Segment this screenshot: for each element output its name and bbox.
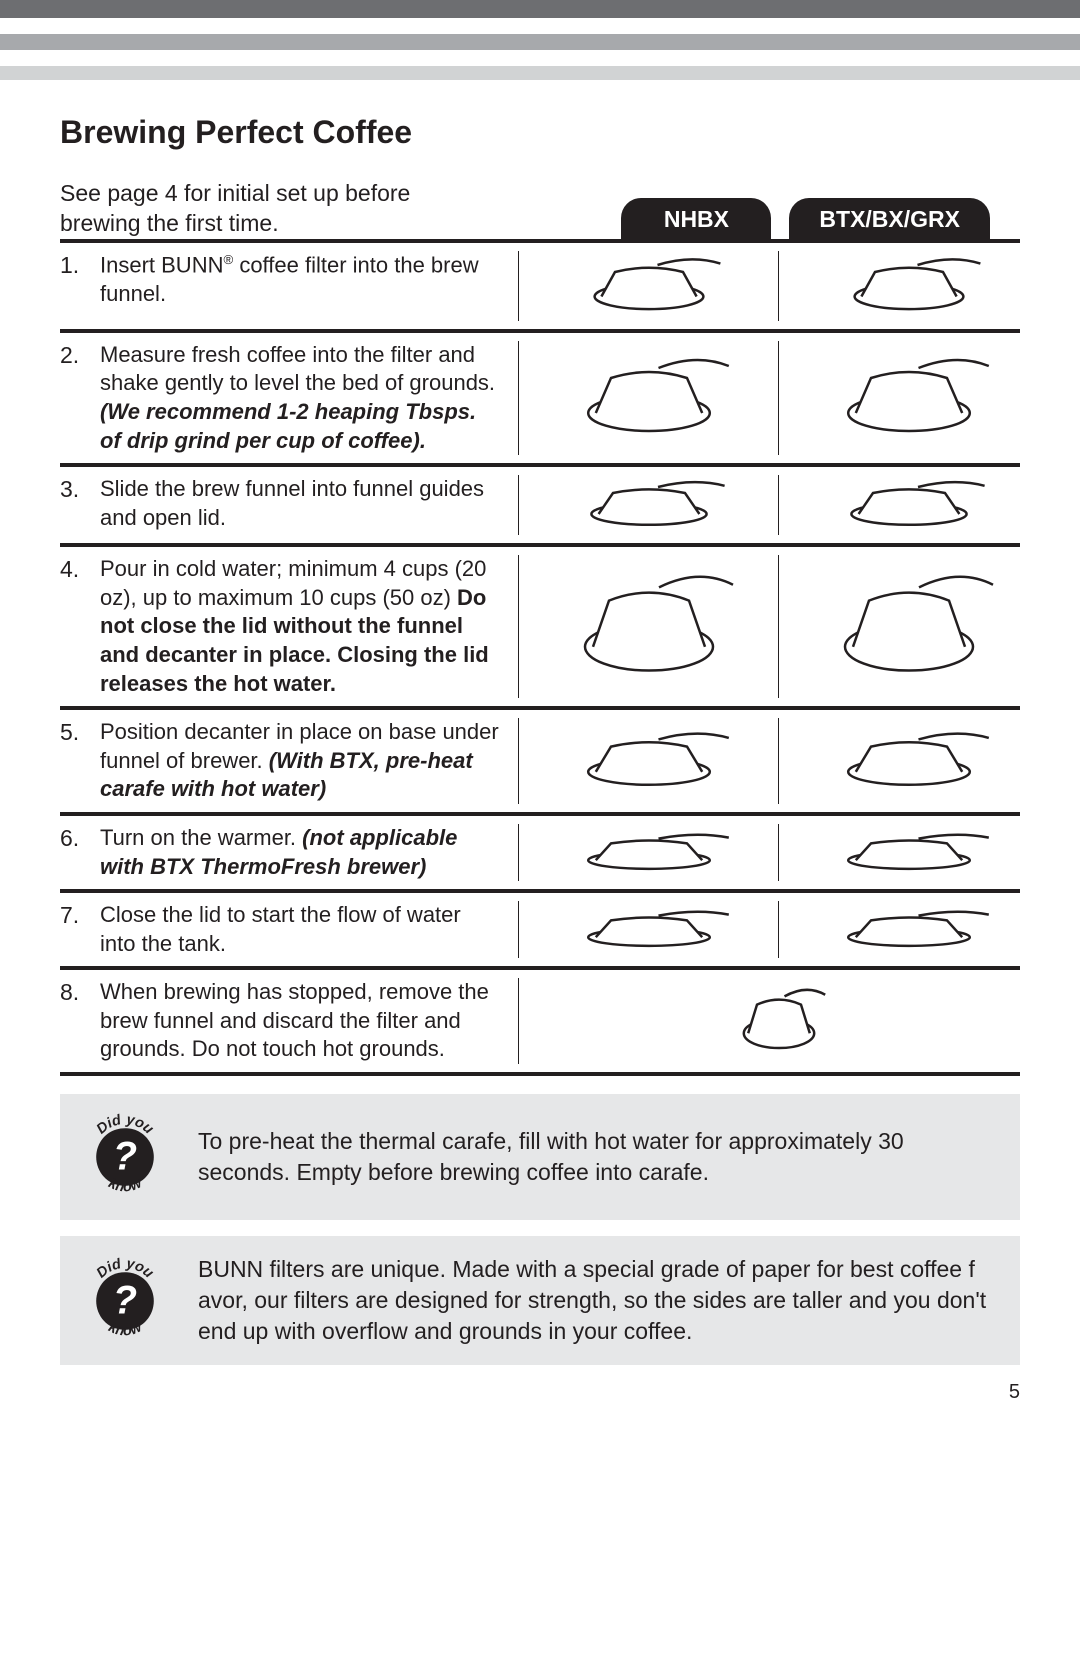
step-2: 2.Measure fresh coffee into the filter a… <box>60 333 1020 463</box>
tip-2: ? Did you know BUNN filters are unique. … <box>60 1236 1020 1365</box>
step-8: 8.When brewing has stopped, remove the b… <box>60 970 1020 1072</box>
tab-btx: BTX/BX/GRX <box>789 198 990 239</box>
step-number: 8. <box>60 978 100 1064</box>
step-text: When brewing has stopped, remove the bre… <box>100 978 500 1064</box>
step-number: 2. <box>60 341 100 455</box>
intro-row: See page 4 for initial set up before bre… <box>60 179 1020 239</box>
illustration-btx <box>797 341 1020 455</box>
illustration-btx <box>797 718 1020 804</box>
step-number: 4. <box>60 555 100 698</box>
step-6: 6.Turn on the warmer. (not applicable wi… <box>60 816 1020 889</box>
steps-list: 1.Insert BUNN® coffee filter into the br… <box>60 243 1020 1076</box>
page-title: Brewing Perfect Coffee <box>60 114 1020 151</box>
page-number: 5 <box>60 1381 1020 1404</box>
model-tabs: NHBX BTX/BX/GRX <box>480 198 1020 239</box>
step-number: 7. <box>60 901 100 958</box>
illustration-nhbx <box>537 251 760 321</box>
illustration-btx <box>797 901 1020 958</box>
tip-2-text: BUNN filters are unique. Made with a spe… <box>198 1254 1000 1347</box>
step-text: Turn on the warmer. (not applicable with… <box>100 824 500 881</box>
step-text: Close the lid to start the flow of water… <box>100 901 500 958</box>
page-content: Brewing Perfect Coffee See page 4 for in… <box>0 80 1080 1424</box>
illustration-btx <box>797 251 1020 321</box>
step-3: 3.Slide the brew funnel into funnel guid… <box>60 467 1020 543</box>
illustration <box>537 978 1020 1064</box>
intro-text: See page 4 for initial set up before bre… <box>60 179 480 239</box>
did-you-know-icon: ? Did you know <box>80 1256 170 1346</box>
tip-1-text: To pre-heat the thermal carafe, fill wit… <box>198 1126 1000 1188</box>
svg-text:?: ? <box>113 1135 137 1179</box>
illustration-nhbx <box>537 475 760 535</box>
illustration-nhbx <box>537 901 760 958</box>
header-bars <box>0 0 1080 80</box>
illustration-nhbx <box>537 341 760 455</box>
step-4: 4.Pour in cold water; minimum 4 cups (20… <box>60 547 1020 706</box>
step-5: 5.Position decanter in place on base und… <box>60 710 1020 812</box>
step-number: 3. <box>60 475 100 535</box>
step-text: Measure fresh coffee into the filter and… <box>100 341 500 455</box>
tip-1: ? Did you know To pre-heat the thermal c… <box>60 1094 1020 1220</box>
step-number: 6. <box>60 824 100 881</box>
illustration-nhbx <box>537 718 760 804</box>
illustration-btx <box>797 475 1020 535</box>
step-text: Slide the brew funnel into funnel guides… <box>100 475 500 535</box>
step-number: 5. <box>60 718 100 804</box>
tips-section: ? Did you know To pre-heat the thermal c… <box>60 1094 1020 1365</box>
step-7: 7.Close the lid to start the flow of wat… <box>60 893 1020 966</box>
step-text: Position decanter in place on base under… <box>100 718 500 804</box>
illustration-nhbx <box>537 824 760 881</box>
did-you-know-icon: ? Did you know <box>80 1112 170 1202</box>
svg-text:?: ? <box>113 1278 137 1322</box>
step-text: Insert BUNN® coffee filter into the brew… <box>100 251 500 321</box>
step-text: Pour in cold water; minimum 4 cups (20 o… <box>100 555 500 698</box>
illustration-nhbx <box>537 555 760 698</box>
tab-nhbx: NHBX <box>621 198 771 239</box>
illustration-btx <box>797 824 1020 881</box>
step-number: 1. <box>60 251 100 321</box>
illustration-btx <box>797 555 1020 698</box>
step-1: 1.Insert BUNN® coffee filter into the br… <box>60 243 1020 329</box>
